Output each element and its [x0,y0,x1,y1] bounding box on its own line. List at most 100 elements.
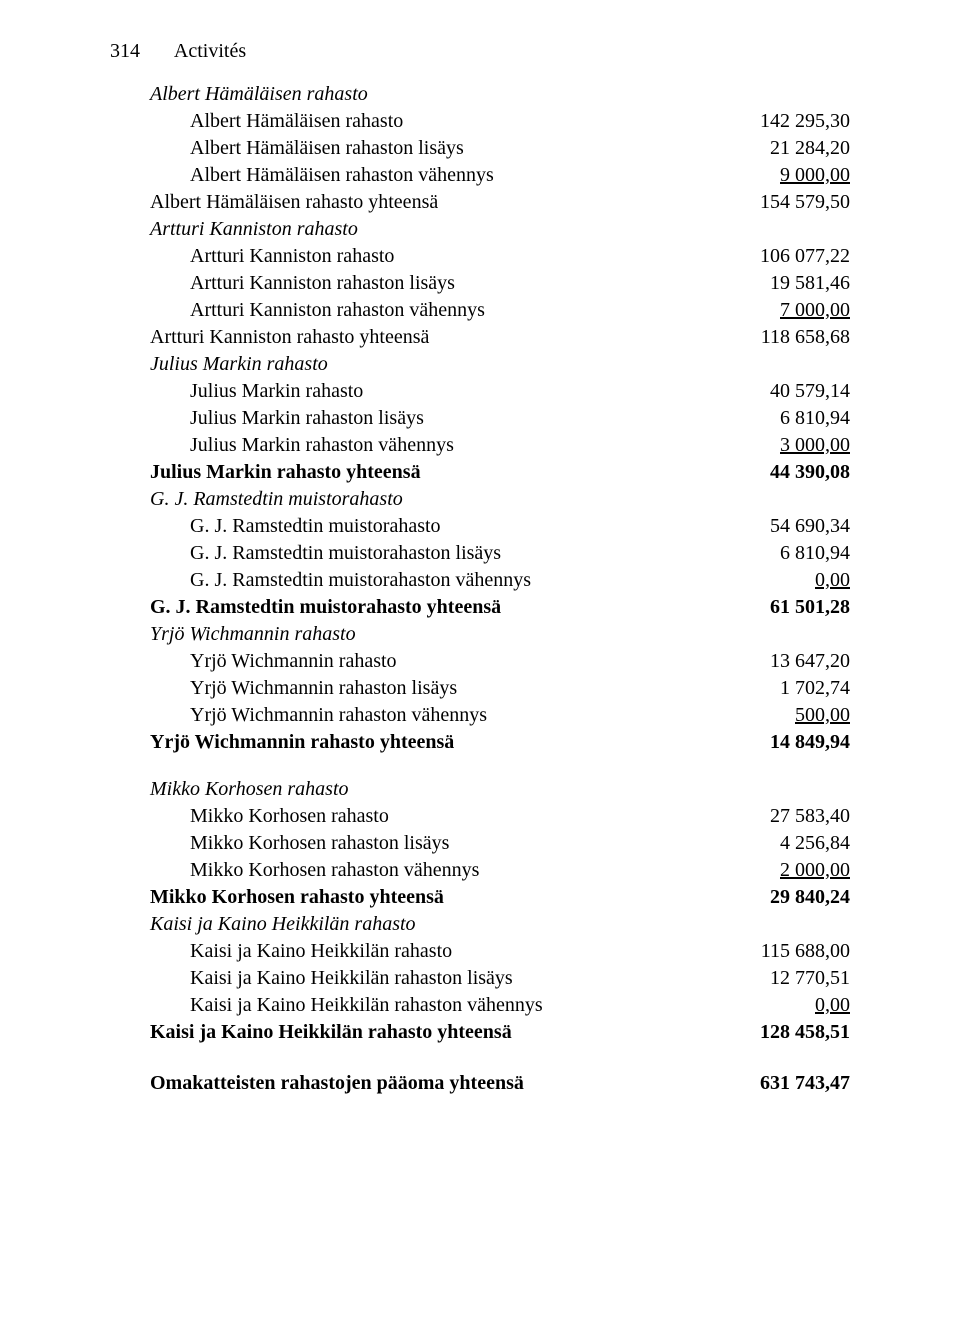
line-item-label: G. J. Ramstedtin muistorahaston lisäys [110,540,501,567]
line-item-label: Julius Markin rahaston lisäys [110,405,424,432]
section-title: Kaisi ja Kaino Heikkilän rahasto [110,911,850,938]
line-item: G. J. Ramstedtin muistorahaston lisäys 6 … [110,540,850,567]
line-item-value: 6 810,94 [730,405,850,432]
section-total-label: Albert Hämäläisen rahasto yhteensä [110,189,438,216]
line-item: Kaisi ja Kaino Heikkilän rahaston vähenn… [110,992,850,1019]
section-title: Artturi Kanniston rahasto [110,216,850,243]
grand-total: Omakatteisten rahastojen pääoma yhteensä… [110,1070,850,1097]
line-item-label: Yrjö Wichmannin rahasto [110,648,397,675]
line-item: Mikko Korhosen rahaston vähennys 2 000,00 [110,857,850,884]
page-header: 314 Activités [110,40,850,63]
line-item-label: Artturi Kanniston rahaston vähennys [110,297,485,324]
line-item-label: Artturi Kanniston rahasto [110,243,394,270]
section-total-value: 29 840,24 [730,884,850,911]
line-item-value: 106 077,22 [730,243,850,270]
section-title: Albert Hämäläisen rahasto [110,81,850,108]
grand-total-value: 631 743,47 [730,1070,850,1097]
section-total-label: Artturi Kanniston rahasto yhteensä [110,324,429,351]
line-item-label: Mikko Korhosen rahaston lisäys [110,830,449,857]
line-item-value: 1 702,74 [730,675,850,702]
line-item-value: 54 690,34 [730,513,850,540]
line-item: Yrjö Wichmannin rahasto 13 647,20 [110,648,850,675]
line-item-label: Julius Markin rahaston vähennys [110,432,454,459]
line-item-value: 27 583,40 [730,803,850,830]
line-item: Albert Hämäläisen rahaston vähennys 9 000… [110,162,850,189]
section-total: Yrjö Wichmannin rahasto yhteensä 14 849,9… [110,729,850,756]
section-total: Albert Hämäläisen rahasto yhteensä 154 57… [110,189,850,216]
line-item-label: Kaisi ja Kaino Heikkilän rahasto [110,938,452,965]
line-item-label: Kaisi ja Kaino Heikkilän rahaston lisäys [110,965,513,992]
line-item: Albert Hämäläisen rahasto 142 295,30 [110,108,850,135]
line-item: Artturi Kanniston rahaston vähennys 7 000… [110,297,850,324]
line-item-value: 500,00 [730,702,850,729]
line-item-value: 12 770,51 [730,965,850,992]
section-total-value: 44 390,08 [730,459,850,486]
line-item-value: 21 284,20 [730,135,850,162]
line-item-value: 142 295,30 [730,108,850,135]
section-total: Mikko Korhosen rahasto yhteensä 29 840,24 [110,884,850,911]
line-item-label: Albert Hämäläisen rahaston vähennys [110,162,494,189]
line-item-label: Yrjö Wichmannin rahaston lisäys [110,675,457,702]
line-item-label: Mikko Korhosen rahasto [110,803,389,830]
line-item: G. J. Ramstedtin muistorahaston vähennys… [110,567,850,594]
section-total-label: Yrjö Wichmannin rahasto yhteensä [110,729,454,756]
financial-content: Albert Hämäläisen rahastoAlbert Hämäläis… [110,81,850,1097]
line-item: Julius Markin rahasto 40 579,14 [110,378,850,405]
line-item: Julius Markin rahaston lisäys 6 810,94 [110,405,850,432]
section-title: Mikko Korhosen rahasto [110,776,850,803]
line-item-value: 19 581,46 [730,270,850,297]
section-total-label: G. J. Ramstedtin muistorahasto yhteensä [110,594,501,621]
page-number: 314 [110,40,140,63]
section-total: Julius Markin rahasto yhteensä 44 390,08 [110,459,850,486]
section-title: G. J. Ramstedtin muistorahasto [110,486,850,513]
line-item-label: G. J. Ramstedtin muistorahasto [110,513,441,540]
line-item-value: 0,00 [730,992,850,1019]
line-item-value: 4 256,84 [730,830,850,857]
line-item-label: Kaisi ja Kaino Heikkilän rahaston vähenn… [110,992,543,1019]
line-item-label: Albert Hämäläisen rahaston lisäys [110,135,464,162]
line-item-label: G. J. Ramstedtin muistorahaston vähennys [110,567,531,594]
line-item: Artturi Kanniston rahaston lisäys 19 581,… [110,270,850,297]
section-total-value: 14 849,94 [730,729,850,756]
line-item-value: 40 579,14 [730,378,850,405]
section-total-label: Kaisi ja Kaino Heikkilän rahasto yhteens… [110,1019,512,1046]
section-title: Julius Markin rahasto [110,351,850,378]
line-item-value: 6 810,94 [730,540,850,567]
line-item-value: 0,00 [730,567,850,594]
line-item: Kaisi ja Kaino Heikkilän rahasto 115 688,… [110,938,850,965]
line-item-label: Artturi Kanniston rahaston lisäys [110,270,455,297]
line-item-value: 115 688,00 [730,938,850,965]
line-item: Julius Markin rahaston vähennys 3 000,00 [110,432,850,459]
line-item-value: 13 647,20 [730,648,850,675]
section-total: Kaisi ja Kaino Heikkilän rahasto yhteens… [110,1019,850,1046]
line-item: Yrjö Wichmannin rahaston lisäys 1 702,74 [110,675,850,702]
section-total-value: 128 458,51 [730,1019,850,1046]
line-item: Artturi Kanniston rahasto 106 077,22 [110,243,850,270]
line-item: Mikko Korhosen rahasto 27 583,40 [110,803,850,830]
grand-total-label: Omakatteisten rahastojen pääoma yhteensä [110,1070,524,1097]
section-total: G. J. Ramstedtin muistorahasto yhteensä 6… [110,594,850,621]
section-total: Artturi Kanniston rahasto yhteensä 118 65… [110,324,850,351]
line-item: Albert Hämäläisen rahaston lisäys 21 284,… [110,135,850,162]
line-item-value: 9 000,00 [730,162,850,189]
line-item: G. J. Ramstedtin muistorahasto 54 690,34 [110,513,850,540]
line-item-label: Mikko Korhosen rahaston vähennys [110,857,479,884]
line-item-value: 2 000,00 [730,857,850,884]
line-item-label: Yrjö Wichmannin rahaston vähennys [110,702,487,729]
header-title: Activités [174,40,246,62]
line-item-value: 7 000,00 [730,297,850,324]
section-total-value: 154 579,50 [730,189,850,216]
line-item: Mikko Korhosen rahaston lisäys 4 256,84 [110,830,850,857]
section-total-label: Mikko Korhosen rahasto yhteensä [110,884,444,911]
line-item: Yrjö Wichmannin rahaston vähennys 500,00 [110,702,850,729]
section-title: Yrjö Wichmannin rahasto [110,621,850,648]
section-total-label: Julius Markin rahasto yhteensä [110,459,421,486]
document-page: 314 Activités Albert Hämäläisen rahastoA… [0,0,960,1137]
line-item-label: Albert Hämäläisen rahasto [110,108,403,135]
line-item-label: Julius Markin rahasto [110,378,363,405]
line-item-value: 3 000,00 [730,432,850,459]
section-spacer [110,756,850,776]
section-total-value: 118 658,68 [730,324,850,351]
line-item: Kaisi ja Kaino Heikkilän rahaston lisäys… [110,965,850,992]
section-total-value: 61 501,28 [730,594,850,621]
